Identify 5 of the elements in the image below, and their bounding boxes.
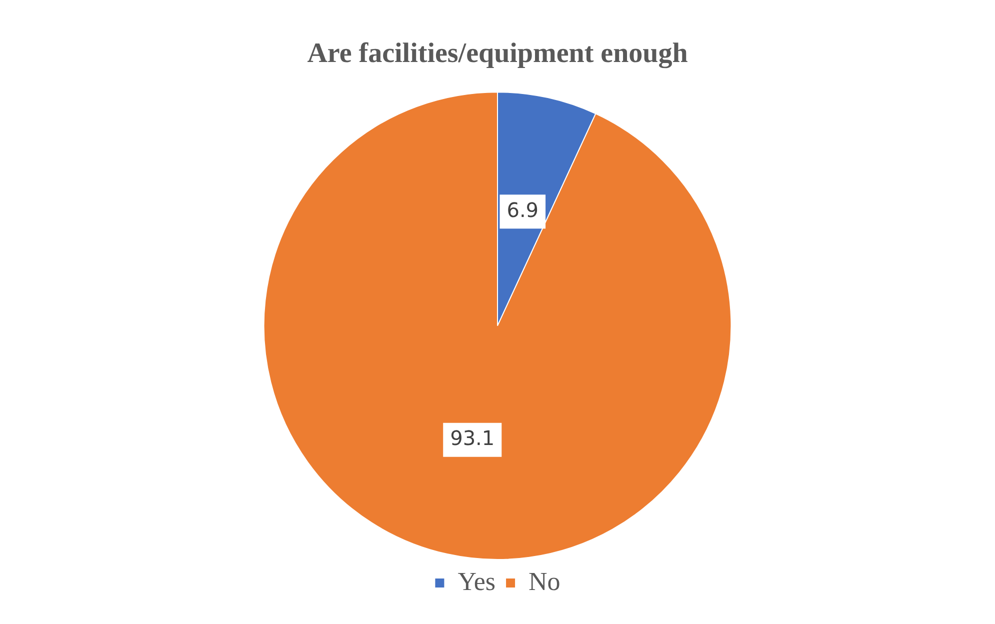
- data-label: 6.9: [506, 198, 539, 222]
- legend-label: Yes: [458, 566, 496, 596]
- legend-label: No: [528, 566, 560, 596]
- chart-title: Are facilities/equipment enough: [307, 38, 688, 70]
- data-label: 93.1: [450, 426, 495, 450]
